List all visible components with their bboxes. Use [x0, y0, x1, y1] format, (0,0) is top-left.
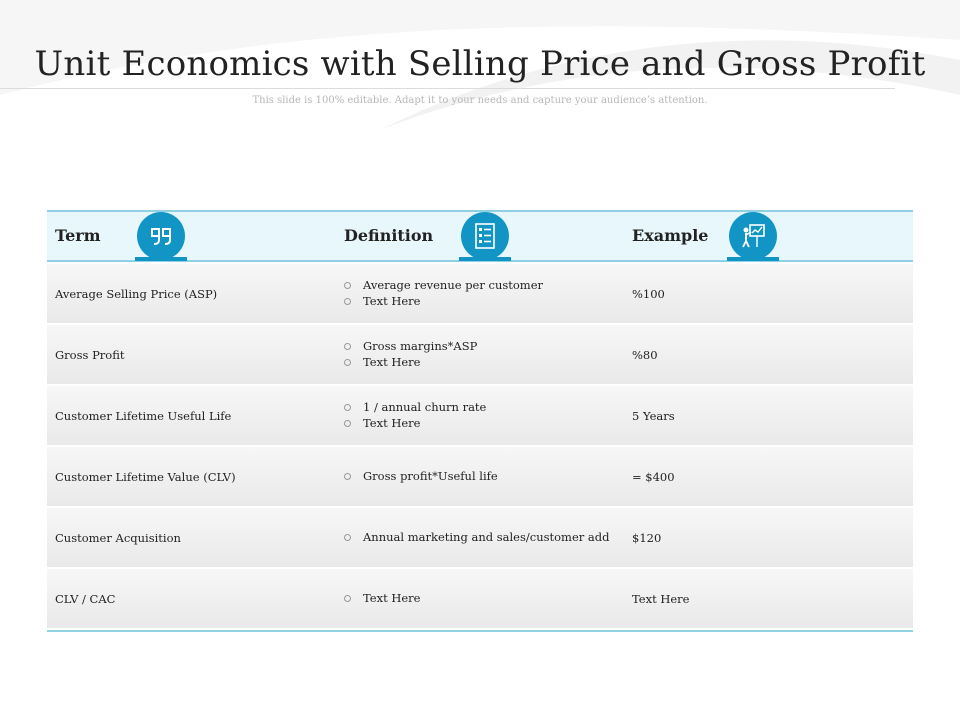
column-header-example: Example [632, 226, 709, 245]
row-term: Customer Lifetime Value (CLV) [55, 469, 236, 484]
row-term: Customer Lifetime Useful Life [55, 408, 232, 423]
title-divider [0, 88, 895, 89]
definition-text: Gross profit*Useful life [363, 469, 498, 483]
row-term: Average Selling Price (ASP) [55, 286, 218, 301]
definition-item: 1 / annual churn rate [344, 401, 486, 414]
definition-item: Gross profit*Useful life [344, 470, 498, 483]
row-definition: Average revenue per customer Text Here [344, 264, 543, 323]
definition-text: Average revenue per customer [363, 278, 544, 292]
definition-text: Text Here [363, 355, 421, 369]
bullet-icon [344, 404, 351, 411]
row-example: %80 [632, 347, 658, 362]
row-example: %100 [632, 286, 665, 301]
page-title: Unit Economics with Selling Price and Gr… [34, 44, 926, 84]
table-row: CLV / CAC Text Here Text Here [47, 569, 913, 628]
table-row: Customer Lifetime Value (CLV) Gross prof… [47, 447, 913, 506]
background-swoosh [0, 0, 960, 130]
table-row: Customer Acquisition Annual marketing an… [47, 508, 913, 567]
icon-stand [135, 257, 187, 261]
bullet-icon [344, 534, 351, 541]
definition-text: 1 / annual churn rate [363, 400, 487, 414]
definition-item: Text Here [344, 295, 543, 308]
definition-text: Text Here [363, 416, 421, 430]
presenter-icon [729, 212, 777, 260]
row-definition: 1 / annual churn rate Text Here [344, 386, 486, 445]
table-row: Customer Lifetime Useful Life 1 / annual… [47, 386, 913, 445]
icon-stand [727, 257, 779, 261]
definition-item: Text Here [344, 417, 486, 430]
page-subtitle: This slide is 100% editable. Adapt it to… [252, 95, 708, 106]
row-example: Text Here [632, 591, 690, 606]
bullet-icon [344, 359, 351, 366]
list-icon [461, 212, 509, 260]
column-header-definition: Definition [344, 226, 434, 245]
bullet-icon [344, 282, 351, 289]
row-example: $120 [632, 530, 662, 545]
table-row: Average Selling Price (ASP) Average reve… [47, 264, 913, 323]
definition-item: Gross margins*ASP [344, 340, 477, 353]
row-term: Gross Profit [55, 347, 125, 362]
definition-item: Average revenue per customer [344, 279, 543, 292]
definition-text: Text Here [363, 591, 421, 605]
definition-item: Text Here [344, 356, 477, 369]
icon-stand [459, 257, 511, 261]
definition-text: Annual marketing and sales/customer add [363, 530, 610, 544]
bullet-icon [344, 343, 351, 350]
row-term: Customer Acquisition [55, 530, 181, 545]
bullet-icon [344, 420, 351, 427]
row-definition: Text Here [344, 569, 420, 628]
bullet-icon [344, 595, 351, 602]
row-example: = $400 [632, 469, 675, 484]
row-definition: Gross profit*Useful life [344, 447, 498, 506]
row-term: CLV / CAC [55, 591, 116, 606]
definition-item: Annual marketing and sales/customer add [344, 531, 610, 544]
table-bottom-rule [47, 630, 913, 632]
definition-text: Text Here [363, 294, 421, 308]
table-header: Term Definition Example [47, 210, 913, 262]
table-row: Gross Profit Gross margins*ASP Text Here… [47, 325, 913, 384]
row-definition: Annual marketing and sales/customer add [344, 508, 610, 567]
definition-text: Gross margins*ASP [363, 339, 478, 353]
bullet-icon [344, 298, 351, 305]
column-header-term: Term [55, 226, 101, 245]
definition-item: Text Here [344, 592, 420, 605]
row-definition: Gross margins*ASP Text Here [344, 325, 477, 384]
bullet-icon [344, 473, 351, 480]
unit-economics-table: Term Definition Example [47, 210, 913, 632]
row-example: 5 Years [632, 408, 675, 423]
quote-icon [137, 212, 185, 260]
